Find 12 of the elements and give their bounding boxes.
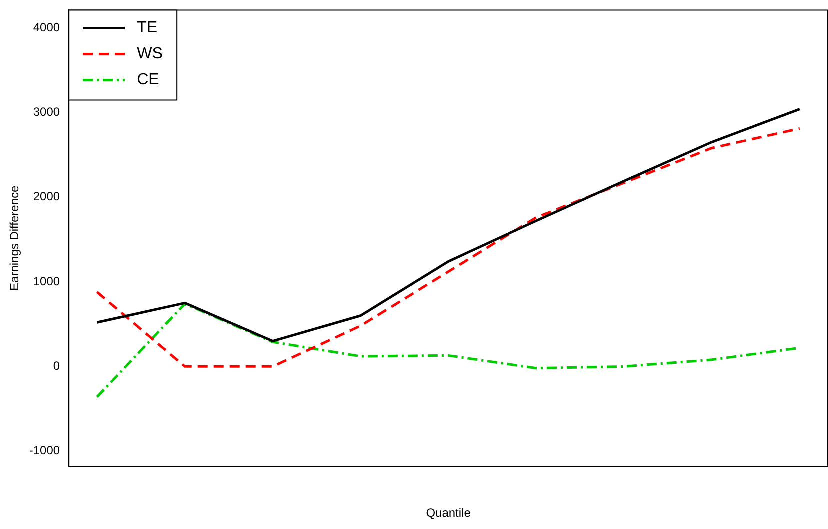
y-tick-label: 1000 — [33, 274, 60, 288]
y-tick-label: 0 — [53, 358, 60, 373]
y-tick-label: -1000 — [29, 444, 60, 458]
legend-label: CE — [137, 72, 160, 89]
legend-label: WS — [137, 46, 163, 63]
legend-label: TE — [137, 20, 158, 37]
y-tick-label: 2000 — [33, 190, 60, 204]
y-tick-label: 4000 — [33, 20, 60, 34]
line-series — [96, 127, 802, 368]
y-axis-title: Earnings Difference — [8, 185, 22, 291]
x-axis-title: Quantile — [426, 506, 472, 520]
y-tick-label: 3000 — [33, 104, 60, 119]
